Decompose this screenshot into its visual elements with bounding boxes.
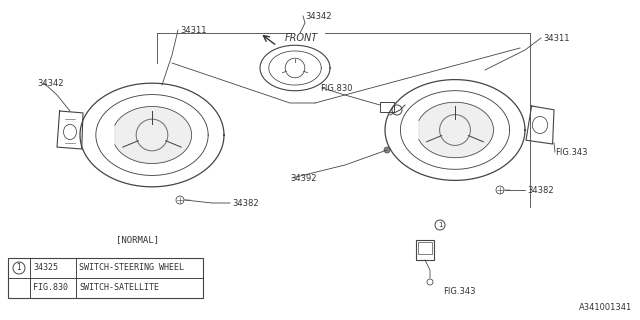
- Text: 34325: 34325: [33, 263, 58, 273]
- Bar: [380, 102, 394, 112]
- Text: 34392: 34392: [290, 173, 317, 182]
- Text: SWITCH-STEERING WHEEL: SWITCH-STEERING WHEEL: [79, 263, 184, 273]
- Text: 1: 1: [17, 263, 21, 273]
- Text: 34342: 34342: [37, 78, 63, 87]
- Text: SWITCH-SATELLITE: SWITCH-SATELLITE: [79, 284, 159, 292]
- Text: FIG.343: FIG.343: [555, 148, 588, 156]
- Text: 34382: 34382: [232, 198, 259, 207]
- Text: 1: 1: [438, 222, 442, 228]
- Text: 34382: 34382: [527, 186, 554, 195]
- Text: FIG.830: FIG.830: [33, 284, 68, 292]
- Text: 34311: 34311: [543, 34, 570, 43]
- Text: FRONT: FRONT: [285, 33, 318, 43]
- Bar: [8, 258, 203, 298]
- Text: [NORMAL]: [NORMAL]: [115, 235, 159, 244]
- Text: FIG.830: FIG.830: [320, 84, 353, 92]
- Text: 34342: 34342: [305, 12, 332, 20]
- Bar: [418, 242, 432, 254]
- Text: FIG.343: FIG.343: [443, 287, 476, 297]
- Polygon shape: [419, 102, 493, 158]
- Bar: [416, 240, 434, 260]
- Polygon shape: [115, 107, 191, 164]
- Circle shape: [384, 147, 390, 153]
- Text: A341001341: A341001341: [579, 303, 632, 312]
- Text: 34311: 34311: [180, 26, 207, 35]
